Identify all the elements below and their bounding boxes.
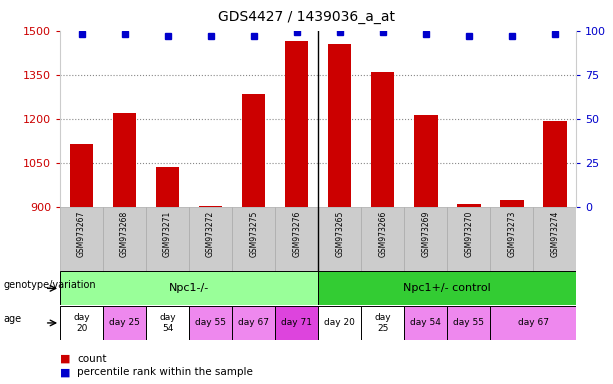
Bar — [156, 167, 180, 207]
Bar — [275, 207, 318, 271]
Bar — [414, 114, 438, 207]
Bar — [328, 44, 351, 207]
Text: day
54: day 54 — [159, 313, 176, 333]
Bar — [275, 306, 318, 340]
Bar — [70, 144, 93, 207]
Bar — [543, 121, 566, 207]
Bar — [318, 207, 361, 271]
Text: count: count — [77, 354, 107, 364]
Bar — [242, 94, 265, 207]
Bar — [533, 207, 576, 271]
Bar — [146, 207, 189, 271]
Text: GSM973275: GSM973275 — [249, 210, 258, 257]
Text: day 71: day 71 — [281, 318, 312, 328]
Text: GSM973269: GSM973269 — [421, 210, 430, 257]
Bar — [189, 306, 232, 340]
Bar — [199, 206, 223, 207]
Text: day 55: day 55 — [453, 318, 484, 328]
Text: GSM973271: GSM973271 — [163, 210, 172, 257]
Text: day 55: day 55 — [195, 318, 226, 328]
Text: day 54: day 54 — [410, 318, 441, 328]
Bar — [404, 207, 447, 271]
Bar — [103, 207, 146, 271]
Bar — [113, 113, 137, 207]
Bar — [500, 200, 524, 207]
Bar — [60, 207, 103, 271]
Bar — [60, 306, 103, 340]
Bar — [189, 207, 232, 271]
Text: GSM973266: GSM973266 — [378, 210, 387, 257]
Bar — [232, 207, 275, 271]
Bar — [447, 207, 490, 271]
Text: GSM973267: GSM973267 — [77, 210, 86, 257]
Bar — [371, 72, 395, 207]
Text: GDS4427 / 1439036_a_at: GDS4427 / 1439036_a_at — [218, 10, 395, 23]
Text: percentile rank within the sample: percentile rank within the sample — [77, 367, 253, 377]
Text: GSM973276: GSM973276 — [292, 210, 301, 257]
Bar — [404, 306, 447, 340]
Bar — [361, 306, 404, 340]
Text: GSM973273: GSM973273 — [507, 210, 516, 257]
Bar — [490, 306, 576, 340]
Text: Npc1-/-: Npc1-/- — [169, 283, 209, 293]
Text: day
25: day 25 — [375, 313, 391, 333]
Text: genotype/variation: genotype/variation — [3, 280, 96, 290]
Text: day 67: day 67 — [238, 318, 269, 328]
Text: GSM973272: GSM973272 — [206, 210, 215, 257]
Text: day
20: day 20 — [74, 313, 90, 333]
Text: GSM973268: GSM973268 — [120, 210, 129, 257]
Text: day 25: day 25 — [109, 318, 140, 328]
Text: GSM973274: GSM973274 — [550, 210, 559, 257]
Bar — [103, 306, 146, 340]
Text: day 20: day 20 — [324, 318, 355, 328]
Bar — [361, 207, 404, 271]
Bar — [146, 306, 189, 340]
Text: Npc1+/- control: Npc1+/- control — [403, 283, 491, 293]
Text: age: age — [3, 314, 21, 324]
Bar — [490, 207, 533, 271]
Text: ■: ■ — [60, 367, 70, 377]
Text: GSM973265: GSM973265 — [335, 210, 344, 257]
Bar — [447, 306, 490, 340]
Bar — [318, 306, 361, 340]
Bar — [457, 204, 481, 207]
Bar — [232, 306, 275, 340]
Bar — [285, 41, 308, 207]
Text: day 67: day 67 — [518, 318, 549, 328]
Bar — [60, 271, 318, 305]
Bar — [318, 271, 576, 305]
Text: ■: ■ — [60, 354, 70, 364]
Text: GSM973270: GSM973270 — [464, 210, 473, 257]
